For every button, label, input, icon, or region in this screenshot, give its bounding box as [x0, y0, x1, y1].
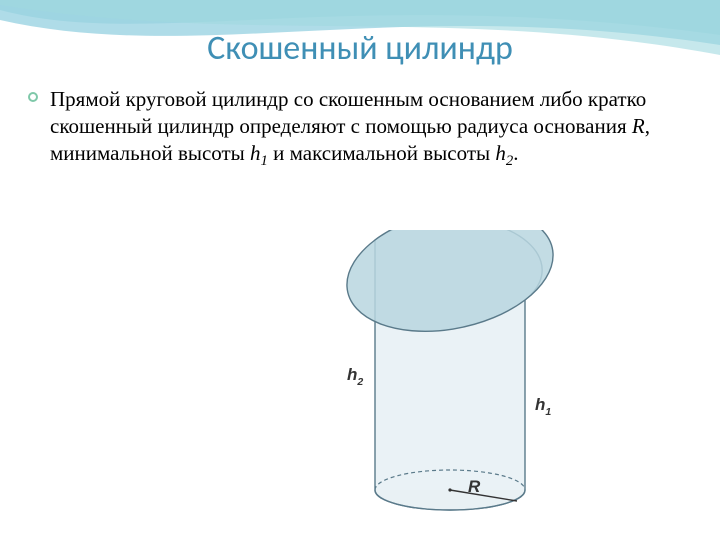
var-h1-sub: 1: [261, 153, 268, 169]
svg-text:h2: h2: [347, 365, 363, 388]
body-segment: .: [513, 141, 518, 165]
var-R: R: [632, 114, 645, 138]
body-segment: и максимальной высоты: [268, 141, 495, 165]
body-text: Прямой круговой цилиндр со скошенным осн…: [50, 86, 650, 171]
bullet-marker: [28, 92, 38, 102]
var-h1: h: [250, 141, 261, 165]
var-h2: h: [495, 141, 506, 165]
svg-text:h1: h1: [535, 395, 551, 418]
cylinder-diagram: h2 h1 R: [320, 230, 580, 530]
body-segment: Прямой круговой цилиндр со скошенным осн…: [50, 87, 646, 138]
svg-text:R: R: [468, 477, 481, 496]
slide-title: Скошенный цилиндр: [0, 28, 720, 69]
